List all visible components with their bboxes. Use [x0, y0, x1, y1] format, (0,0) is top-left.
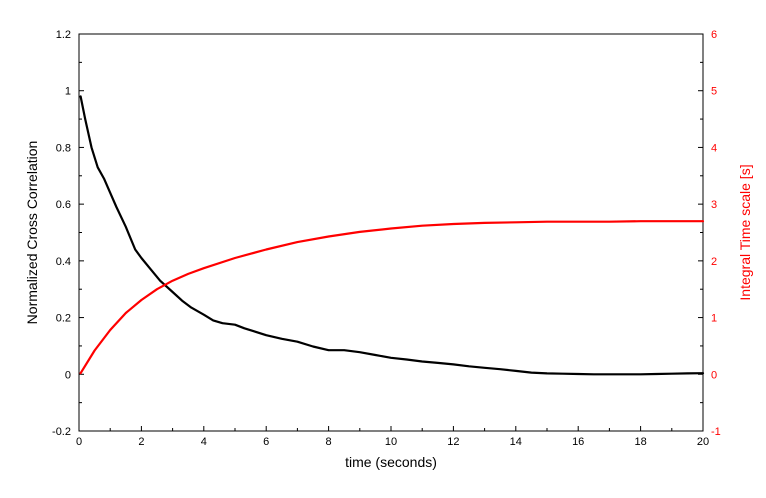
x-tick-label: 18 — [634, 436, 646, 448]
x-tick-label: 8 — [326, 436, 332, 448]
x-tick-label: 20 — [697, 436, 709, 448]
y2-tick-label: 2 — [711, 256, 717, 268]
y-axis-left: -0.2 0 0.2 0.4 0.6 0.8 1 1.2 — [52, 29, 84, 438]
x-tick-label: 4 — [201, 436, 207, 448]
y-axis-right-title: Integral Time scale [s] — [737, 164, 753, 300]
x-tick-label: 2 — [138, 436, 144, 448]
y-tick-label: 0.8 — [56, 142, 71, 154]
x-tick-label: 6 — [263, 436, 269, 448]
x-tick-label: 16 — [572, 436, 584, 448]
x-axis: 0 2 4 6 8 10 12 14 16 18 20 — [76, 426, 709, 448]
y-axis-right: -1 0 1 2 3 4 5 6 — [698, 29, 721, 438]
y-tick-label: 1 — [65, 86, 71, 98]
y-tick-label: 0.4 — [56, 256, 71, 268]
y-tick-label: 0.2 — [56, 313, 71, 325]
x-tick-label: 10 — [385, 436, 397, 448]
x-tick-label: 12 — [447, 436, 459, 448]
x-tick-label: 14 — [510, 436, 522, 448]
y-axis-left-title: Normalized Cross Correlation — [24, 141, 40, 325]
x-axis-title: time (seconds) — [345, 454, 437, 470]
y-tick-label: 0.6 — [56, 199, 71, 211]
x-tick-label: 0 — [76, 436, 82, 448]
y-tick-label: 1.2 — [56, 29, 71, 41]
y2-tick-label: 3 — [711, 199, 717, 211]
y2-tick-label: -1 — [711, 426, 721, 438]
y2-tick-label: 1 — [711, 313, 717, 325]
series-layer — [79, 95, 705, 376]
y2-tick-label: 4 — [711, 142, 717, 154]
plot-frame — [78, 33, 704, 432]
y-tick-label: 0 — [65, 369, 71, 381]
y2-tick-label: 0 — [711, 369, 717, 381]
plot-area — [78, 33, 704, 432]
y-tick-label: -0.2 — [52, 426, 71, 438]
series-cross-correlation-line — [79, 95, 705, 376]
y2-tick-label: 5 — [711, 86, 717, 98]
series-integral-time-scale-line — [79, 220, 705, 375]
y2-tick-label: 6 — [711, 29, 717, 41]
